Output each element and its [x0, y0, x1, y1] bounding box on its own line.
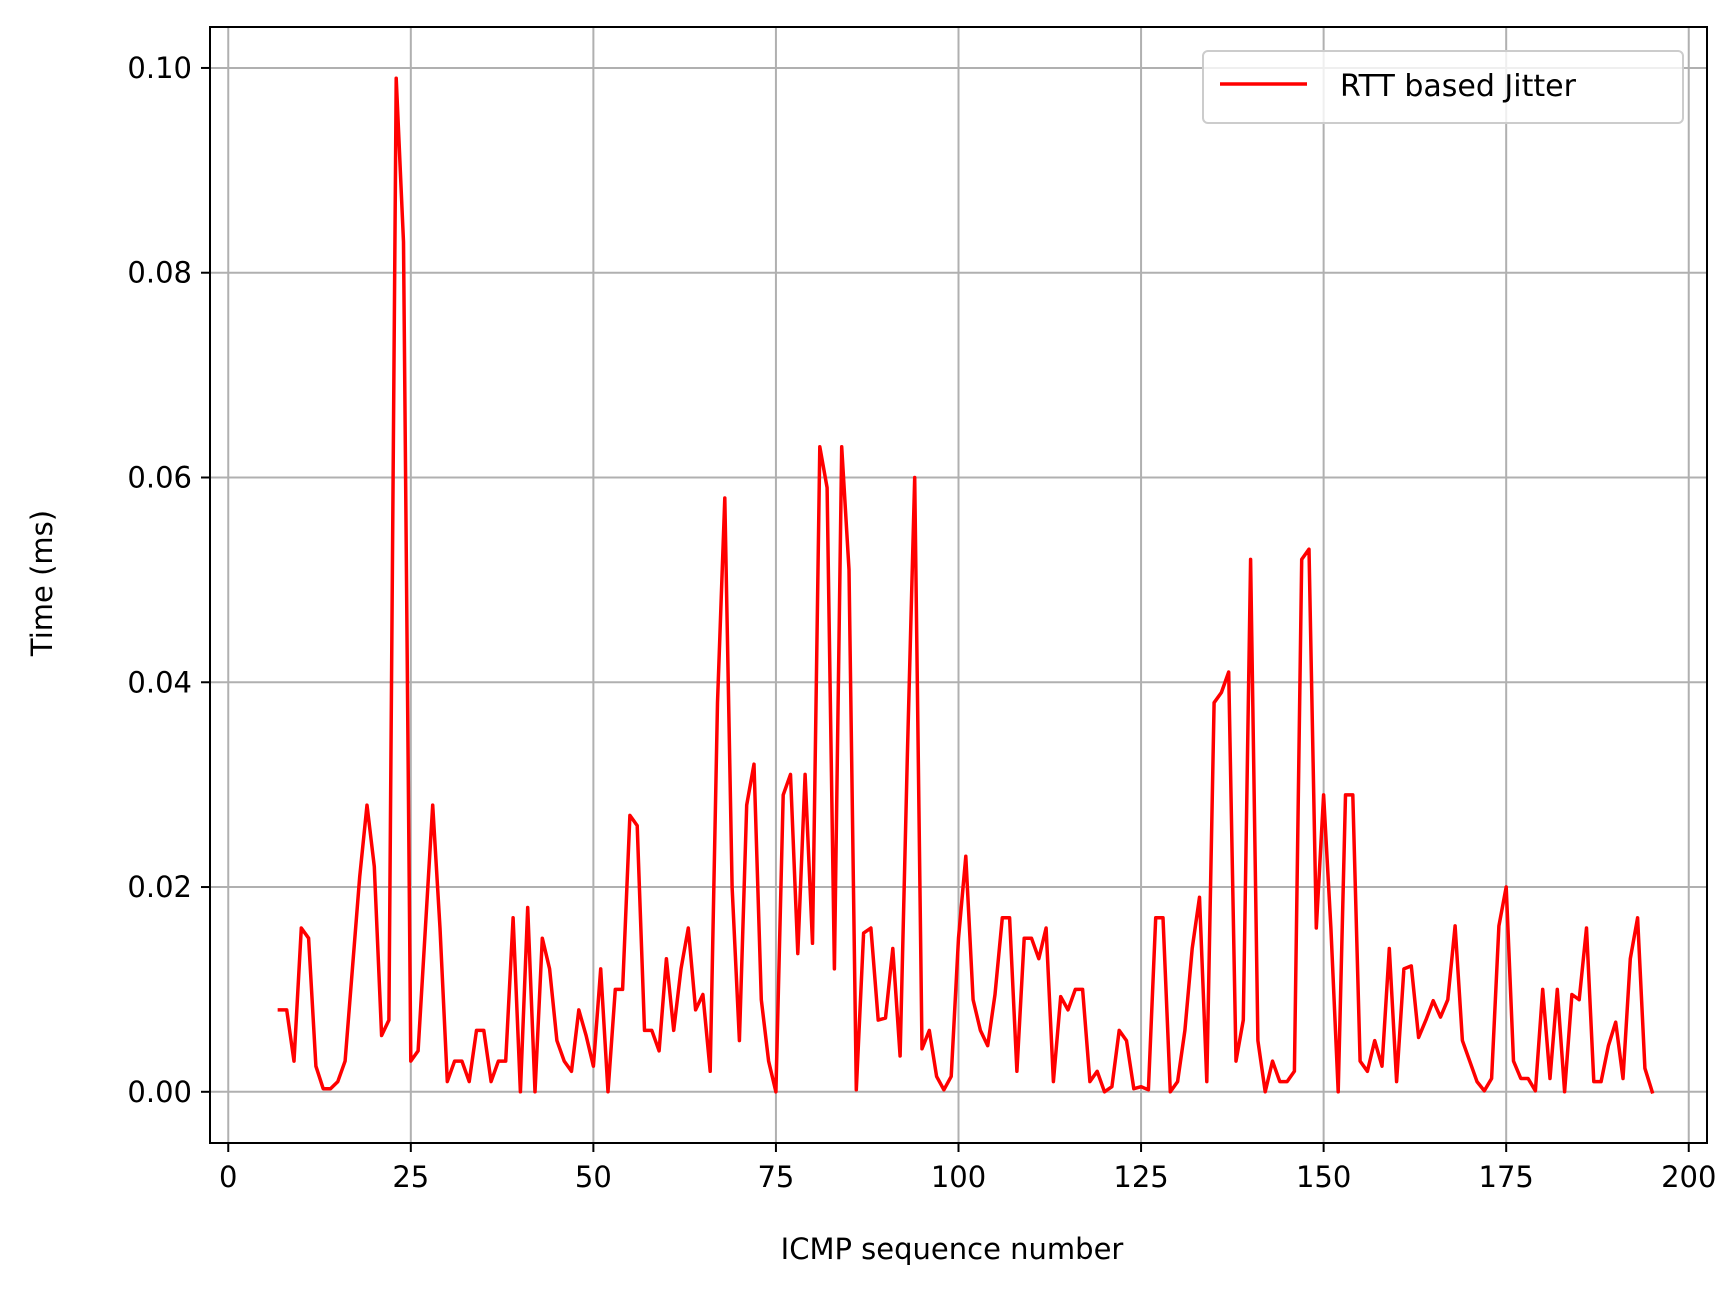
x-tick-label: 150	[1296, 1160, 1351, 1194]
y-tick-label: 0.04	[127, 665, 192, 699]
legend-label: RTT based Jitter	[1340, 69, 1577, 104]
x-tick-label: 100	[931, 1160, 986, 1194]
x-tick-label: 25	[392, 1160, 429, 1194]
series-line-rtt-based-jitter	[277, 76, 1655, 1094]
x-tick-label: 75	[757, 1160, 794, 1194]
x-tick-label: 200	[1661, 1160, 1716, 1194]
x-tick-label: 50	[575, 1160, 612, 1194]
ticks: 0 25 50 75 100 125 150 175 200 0.00 0.02 0.04 0.06 0.…	[127, 51, 1716, 1194]
y-tick-label: 0.02	[127, 870, 192, 904]
x-axis-label: ICMP sequence number	[781, 1232, 1124, 1266]
y-tick-label: 0.00	[127, 1075, 192, 1109]
x-tick-label: 175	[1479, 1160, 1534, 1194]
x-tick-label: 125	[1113, 1160, 1168, 1194]
y-axis-label: Time (ms)	[25, 510, 59, 657]
y-tick-label: 0.08	[127, 256, 192, 290]
grid	[210, 27, 1707, 1143]
series-layer	[277, 76, 1655, 1094]
y-tick-label: 0.06	[127, 460, 192, 494]
x-tick-label: 0	[219, 1160, 237, 1194]
legend: RTT based Jitter	[1202, 50, 1684, 124]
legend-box	[1202, 50, 1684, 124]
y-tick-label: 0.10	[127, 51, 192, 85]
